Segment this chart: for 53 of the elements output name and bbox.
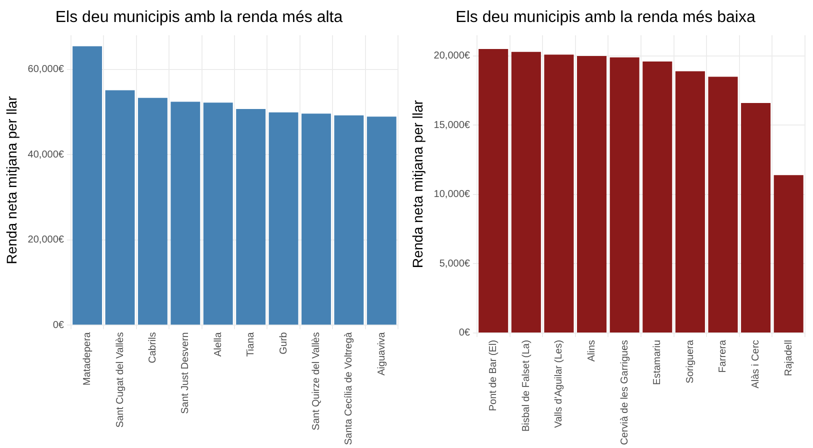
- bar: [366, 116, 396, 325]
- y-tick-label: 5,000€: [439, 258, 470, 270]
- x-tick-label: Pont de Bar (El): [488, 340, 500, 412]
- y-axis-title: Renda neta mitjana per llar: [3, 96, 20, 264]
- bar: [642, 62, 672, 332]
- x-tick-label: Tiana: [246, 332, 257, 357]
- y-tick-label: 60,000€: [28, 64, 64, 76]
- bar: [511, 52, 541, 332]
- bar: [302, 114, 331, 325]
- x-tick-label: Gurb: [278, 332, 290, 354]
- chart-title: Els deu municipis amb la renda més baixa: [456, 9, 756, 26]
- x-tick-label: Cabrils: [147, 332, 158, 364]
- x-tick-label: Sant Cugat del Vallès: [114, 332, 126, 428]
- x-tick-label: Farrera: [718, 340, 729, 373]
- y-tick-label: 0€: [458, 328, 470, 339]
- y-tick-label: 20,000€: [28, 234, 64, 246]
- x-tick-label: Rajadell: [783, 340, 794, 376]
- x-tick-label: Matadepera: [82, 332, 94, 386]
- y-axis-title: Renda neta mitjana per llar: [409, 100, 426, 268]
- y-tick-label: 40,000€: [28, 149, 64, 160]
- bar: [170, 102, 200, 325]
- y-tick-label: 0€: [52, 320, 64, 331]
- bar: [236, 108, 266, 325]
- bar: [675, 71, 705, 332]
- bar: [478, 49, 508, 332]
- bar: [268, 112, 298, 325]
- x-tick-label: Cervià de les Garrigues: [619, 340, 630, 446]
- bar: [544, 54, 574, 332]
- chart-title: Els deu municipis amb la renda més alta: [55, 9, 343, 26]
- x-tick-label: Soriguera: [684, 340, 696, 384]
- x-tick-label: Sant Quirze del Vallès: [310, 332, 322, 430]
- bar: [72, 46, 102, 325]
- bar: [610, 57, 640, 332]
- bar: [334, 115, 364, 325]
- y-tick-label: 20,000€: [434, 50, 470, 62]
- x-tick-label: Santa Cecília de Voltregà: [344, 332, 355, 446]
- bar: [138, 98, 168, 325]
- x-tick-label: Alella: [212, 332, 224, 357]
- x-tick-label: Alàs i Cerc: [750, 340, 762, 388]
- bar: [741, 103, 771, 332]
- x-tick-label: Sant Just Desvern: [180, 332, 192, 414]
- bar: [708, 76, 738, 332]
- x-tick-label: Alins: [586, 340, 598, 362]
- x-tick-label: Aiguaviva: [376, 332, 388, 376]
- bar: [105, 90, 135, 325]
- y-tick-label: 15,000€: [434, 120, 470, 131]
- bar: [577, 56, 607, 332]
- bar: [774, 175, 804, 332]
- y-tick-label: 10,000€: [434, 189, 470, 200]
- x-tick-label: Bisbal de Falset (La): [520, 340, 532, 432]
- x-tick-label: Estamariu: [652, 340, 664, 385]
- x-tick-label: Valls d'Aguilar (Les): [554, 340, 565, 428]
- bar: [203, 102, 233, 325]
